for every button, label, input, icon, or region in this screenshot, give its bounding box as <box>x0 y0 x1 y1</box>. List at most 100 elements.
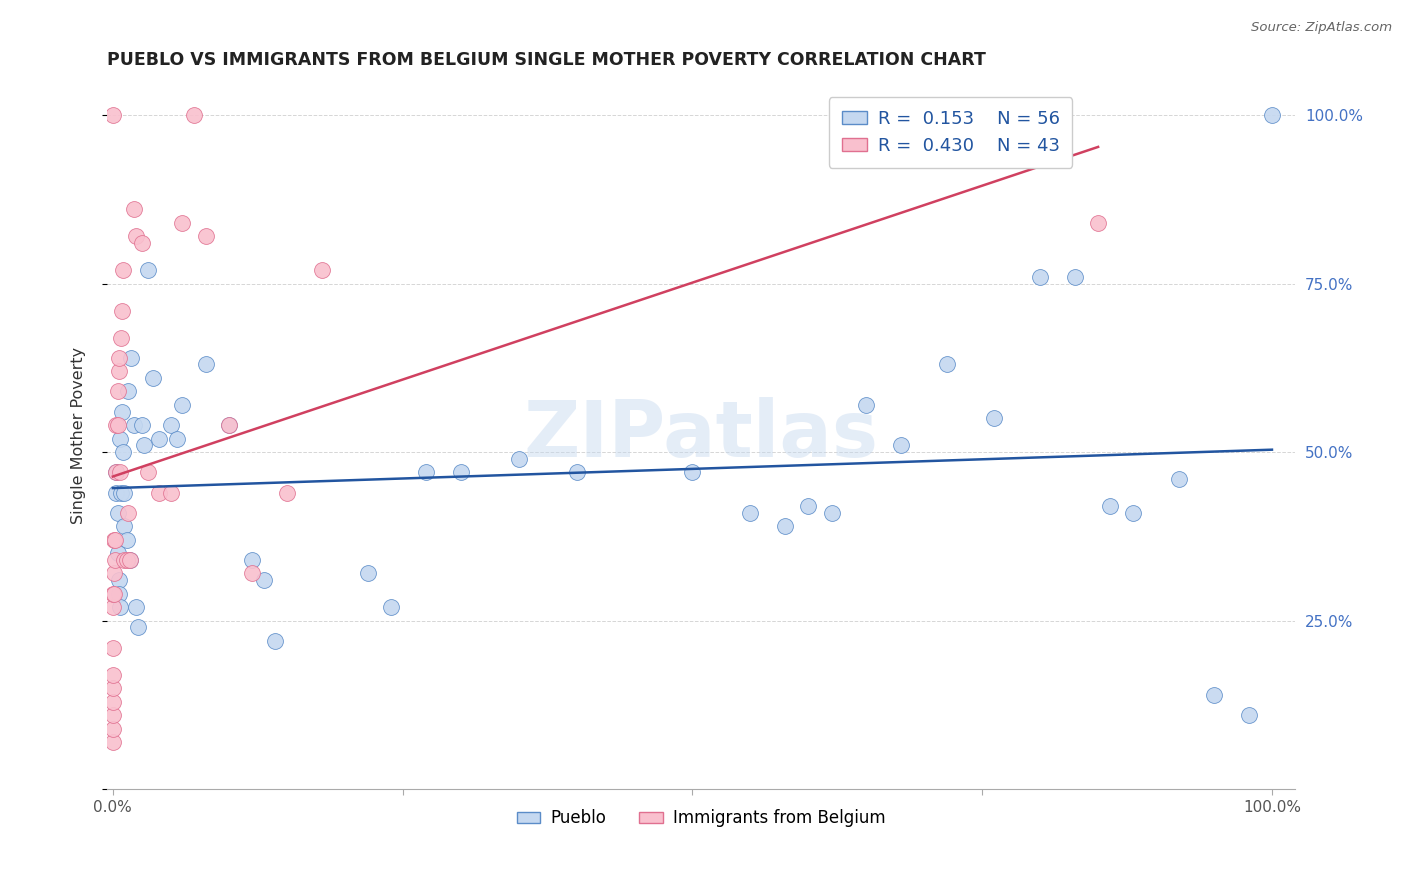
Point <box>101 708 124 723</box>
Point <box>172 216 194 230</box>
Point <box>148 485 170 500</box>
Point <box>101 587 124 601</box>
Point <box>172 398 194 412</box>
Point <box>107 573 129 587</box>
Point <box>112 263 135 277</box>
Point <box>159 485 181 500</box>
Point <box>1087 216 1109 230</box>
Point <box>122 418 145 433</box>
Point <box>111 405 134 419</box>
Point <box>107 506 129 520</box>
Point <box>142 371 165 385</box>
Point <box>218 418 240 433</box>
Point <box>114 519 136 533</box>
Point <box>107 364 129 378</box>
Text: PUEBLO VS IMMIGRANTS FROM BELGIUM SINGLE MOTHER POVERTY CORRELATION CHART: PUEBLO VS IMMIGRANTS FROM BELGIUM SINGLE… <box>107 51 986 69</box>
Point <box>103 533 125 547</box>
Point <box>114 485 136 500</box>
Point <box>240 566 263 581</box>
Point <box>890 438 912 452</box>
Point <box>110 485 132 500</box>
Point <box>114 553 136 567</box>
Point <box>855 398 877 412</box>
Point <box>797 499 820 513</box>
Point <box>1237 708 1260 723</box>
Point <box>194 229 217 244</box>
Legend: Pueblo, Immigrants from Belgium: Pueblo, Immigrants from Belgium <box>510 803 891 834</box>
Point <box>103 587 125 601</box>
Point <box>101 640 124 655</box>
Point <box>120 553 142 567</box>
Point <box>101 600 124 615</box>
Point <box>936 358 959 372</box>
Point <box>134 438 156 452</box>
Point <box>104 553 127 567</box>
Point <box>183 108 205 122</box>
Point <box>681 466 703 480</box>
Point <box>131 418 153 433</box>
Point <box>194 358 217 372</box>
Point <box>125 600 148 615</box>
Point <box>1261 108 1284 122</box>
Point <box>1202 688 1225 702</box>
Point <box>104 533 127 547</box>
Point <box>120 351 142 365</box>
Point <box>380 600 402 615</box>
Point <box>1029 269 1052 284</box>
Point <box>125 229 148 244</box>
Point <box>820 506 842 520</box>
Point <box>565 466 588 480</box>
Point <box>108 466 131 480</box>
Point <box>136 263 159 277</box>
Point <box>450 466 472 480</box>
Point <box>108 600 131 615</box>
Point <box>122 202 145 217</box>
Point <box>105 466 128 480</box>
Point <box>101 722 124 736</box>
Point <box>105 418 128 433</box>
Point <box>773 519 796 533</box>
Text: ZIPatlas: ZIPatlas <box>523 397 879 474</box>
Point <box>101 667 124 681</box>
Point <box>101 695 124 709</box>
Point <box>1064 269 1087 284</box>
Point <box>111 303 134 318</box>
Point <box>240 553 263 567</box>
Point <box>101 108 124 122</box>
Point <box>115 553 138 567</box>
Point <box>117 384 139 399</box>
Point <box>148 432 170 446</box>
Point <box>110 330 132 344</box>
Point <box>136 466 159 480</box>
Point <box>311 263 333 277</box>
Point <box>276 485 298 500</box>
Point <box>159 418 181 433</box>
Point <box>115 533 138 547</box>
Point <box>264 634 287 648</box>
Point <box>415 466 437 480</box>
Point <box>112 445 135 459</box>
Point <box>108 432 131 446</box>
Point <box>983 411 1005 425</box>
Point <box>107 418 129 433</box>
Point <box>117 506 139 520</box>
Point <box>107 384 129 399</box>
Point <box>1168 472 1191 486</box>
Point <box>105 485 128 500</box>
Point <box>1098 499 1121 513</box>
Point <box>120 553 142 567</box>
Point <box>105 466 128 480</box>
Point <box>103 566 125 581</box>
Point <box>218 418 240 433</box>
Text: Source: ZipAtlas.com: Source: ZipAtlas.com <box>1251 21 1392 34</box>
Point <box>131 236 153 251</box>
Point <box>252 573 274 587</box>
Point <box>107 351 129 365</box>
Point <box>166 432 188 446</box>
Point <box>107 587 129 601</box>
Point <box>107 546 129 560</box>
Point <box>127 620 149 634</box>
Point <box>740 506 762 520</box>
Point <box>101 735 124 749</box>
Point <box>101 681 124 695</box>
